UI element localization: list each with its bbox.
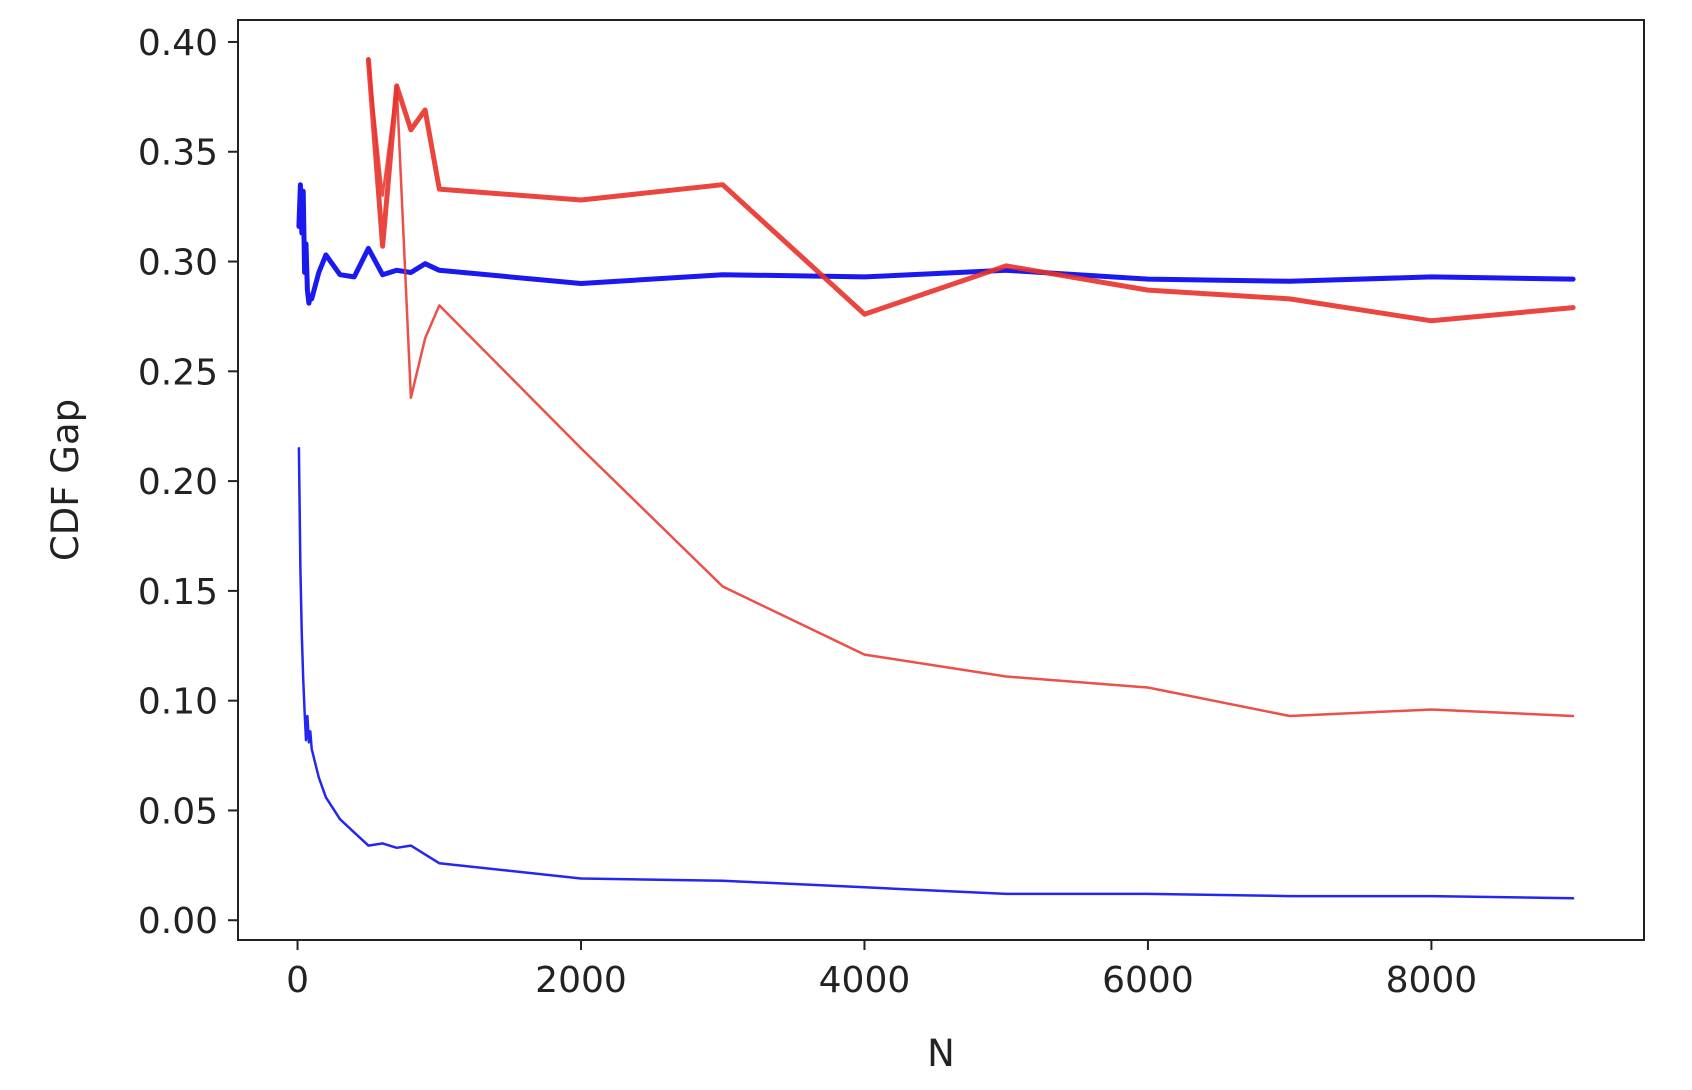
- y-tick-label: 0.10: [138, 682, 218, 723]
- x-tick-label: 0: [286, 960, 309, 1001]
- y-tick-label: 0.30: [138, 243, 218, 284]
- y-tick-label: 0.40: [138, 23, 218, 64]
- y-tick-label: 0.15: [138, 572, 218, 613]
- y-tick-label: 0.35: [138, 133, 218, 174]
- series-line-4: [367, 58, 1575, 718]
- x-axis: 0 2000 4000 6000 8000: [286, 940, 1477, 1001]
- y-tick-label: 0.00: [138, 901, 218, 942]
- x-axis-label: N: [927, 1032, 955, 1075]
- series-line-1: [296, 182, 1576, 306]
- y-axis-label: CDF Gap: [44, 399, 87, 561]
- y-tick-label: 0.20: [138, 462, 218, 503]
- x-tick-label: 6000: [1102, 960, 1194, 1001]
- y-axis: 0.00 0.05 0.10 0.15 0.20 0.25 0.30 0.35 0.40: [138, 23, 238, 942]
- series-line-3: [365, 57, 1576, 324]
- plot-frame: [237, 19, 1645, 941]
- series-layer: [296, 57, 1576, 900]
- x-tick-label: 2000: [535, 960, 627, 1001]
- x-tick-label: 8000: [1386, 960, 1478, 1001]
- series-line-2: [297, 446, 1575, 900]
- y-tick-label: 0.25: [138, 352, 218, 393]
- y-tick-label: 0.05: [138, 791, 218, 832]
- x-tick-label: 4000: [819, 960, 911, 1001]
